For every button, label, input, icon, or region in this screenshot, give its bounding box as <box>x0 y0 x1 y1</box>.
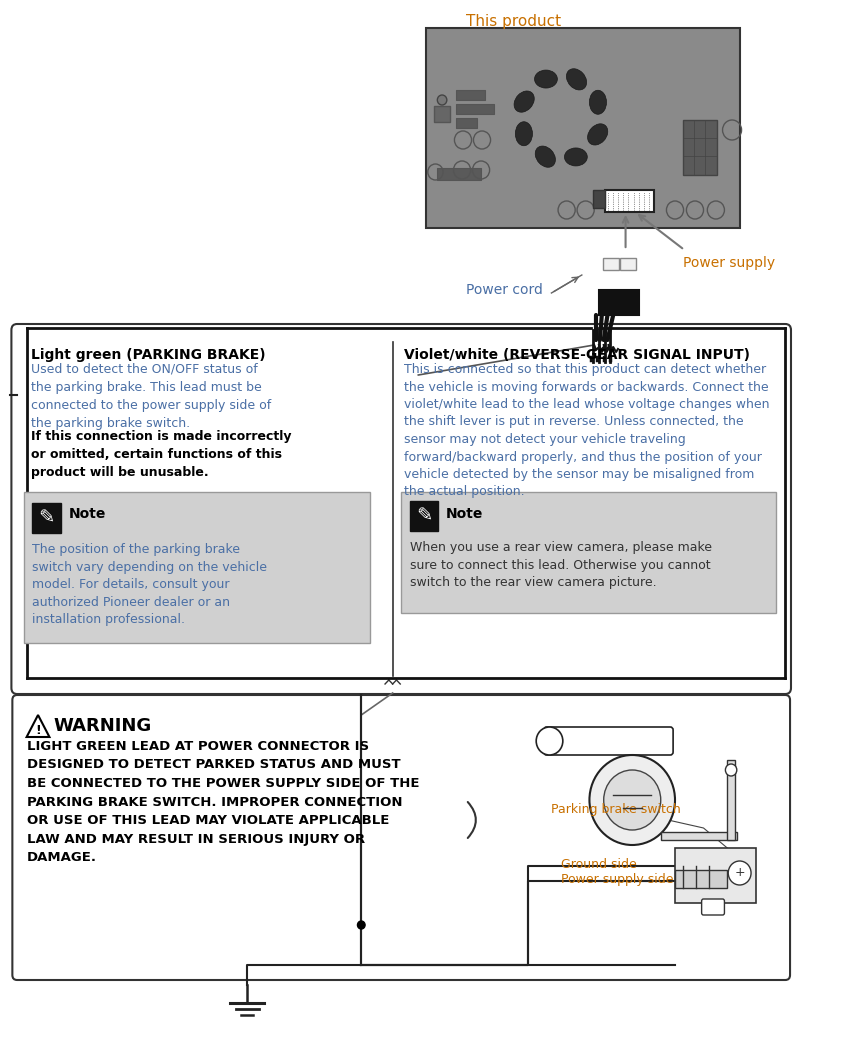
Text: Note: Note <box>68 507 106 521</box>
Bar <box>675 848 756 903</box>
Circle shape <box>536 727 563 755</box>
Text: This is connected so that this product can detect whether
the vehicle is moving : This is connected so that this product c… <box>404 363 770 498</box>
Text: Parking brake switch: Parking brake switch <box>551 803 681 816</box>
Text: Power cord: Power cord <box>466 283 543 297</box>
Text: Ground side: Ground side <box>561 858 636 871</box>
Bar <box>661 832 737 840</box>
Text: ✎: ✎ <box>39 508 55 527</box>
Text: !: ! <box>35 724 41 738</box>
Bar <box>438 168 481 180</box>
Bar <box>426 28 739 228</box>
Text: When you use a rear view camera, please make
sure to connect this lead. Otherwis: When you use a rear view camera, please … <box>410 541 711 589</box>
Ellipse shape <box>514 91 534 113</box>
FancyBboxPatch shape <box>401 492 776 613</box>
Bar <box>434 106 449 122</box>
Bar <box>456 90 485 100</box>
Bar <box>456 104 494 114</box>
Ellipse shape <box>565 148 588 166</box>
FancyBboxPatch shape <box>544 727 673 755</box>
FancyBboxPatch shape <box>701 899 724 915</box>
Bar <box>456 118 477 128</box>
Bar <box>604 190 654 212</box>
Text: +: + <box>734 867 745 879</box>
FancyBboxPatch shape <box>13 695 790 979</box>
Bar <box>603 258 619 270</box>
Bar <box>410 501 438 531</box>
Ellipse shape <box>515 122 533 146</box>
Bar <box>728 760 735 840</box>
Text: Violet/white (REVERSE-GEAR SIGNAL INPUT): Violet/white (REVERSE-GEAR SIGNAL INPUT) <box>404 348 750 362</box>
Ellipse shape <box>589 91 606 115</box>
Polygon shape <box>27 715 50 737</box>
Circle shape <box>438 95 447 105</box>
Ellipse shape <box>588 124 608 145</box>
Bar <box>620 258 636 270</box>
Circle shape <box>728 861 751 885</box>
Text: WARNING: WARNING <box>53 717 152 735</box>
Bar <box>599 290 639 315</box>
Ellipse shape <box>566 69 587 90</box>
Bar <box>32 503 61 534</box>
Ellipse shape <box>534 70 557 89</box>
Ellipse shape <box>535 146 556 168</box>
Text: This product: This product <box>466 14 561 29</box>
Text: LIGHT GREEN LEAD AT POWER CONNECTOR IS
DESIGNED TO DETECT PARKED STATUS AND MUST: LIGHT GREEN LEAD AT POWER CONNECTOR IS D… <box>27 740 419 864</box>
Text: Note: Note <box>446 507 483 521</box>
Text: ✎: ✎ <box>416 506 432 525</box>
FancyBboxPatch shape <box>24 492 370 643</box>
Circle shape <box>604 770 661 830</box>
Text: Power supply: Power supply <box>683 256 775 270</box>
Text: If this connection is made incorrectly
or omitted, certain functions of this
pro: If this connection is made incorrectly o… <box>31 430 292 479</box>
Circle shape <box>725 764 737 776</box>
Bar <box>683 120 717 175</box>
Bar <box>675 870 728 888</box>
Text: Light green (PARKING BRAKE): Light green (PARKING BRAKE) <box>31 348 266 362</box>
Text: The position of the parking brake
switch vary depending on the vehicle
model. Fo: The position of the parking brake switch… <box>32 543 267 626</box>
Circle shape <box>357 921 365 929</box>
Text: Used to detect the ON/OFF status of
the parking brake. This lead must be
connect: Used to detect the ON/OFF status of the … <box>31 363 271 430</box>
Bar <box>593 190 604 208</box>
Circle shape <box>589 755 675 845</box>
Text: Power supply side: Power supply side <box>561 873 674 886</box>
FancyBboxPatch shape <box>12 324 791 694</box>
